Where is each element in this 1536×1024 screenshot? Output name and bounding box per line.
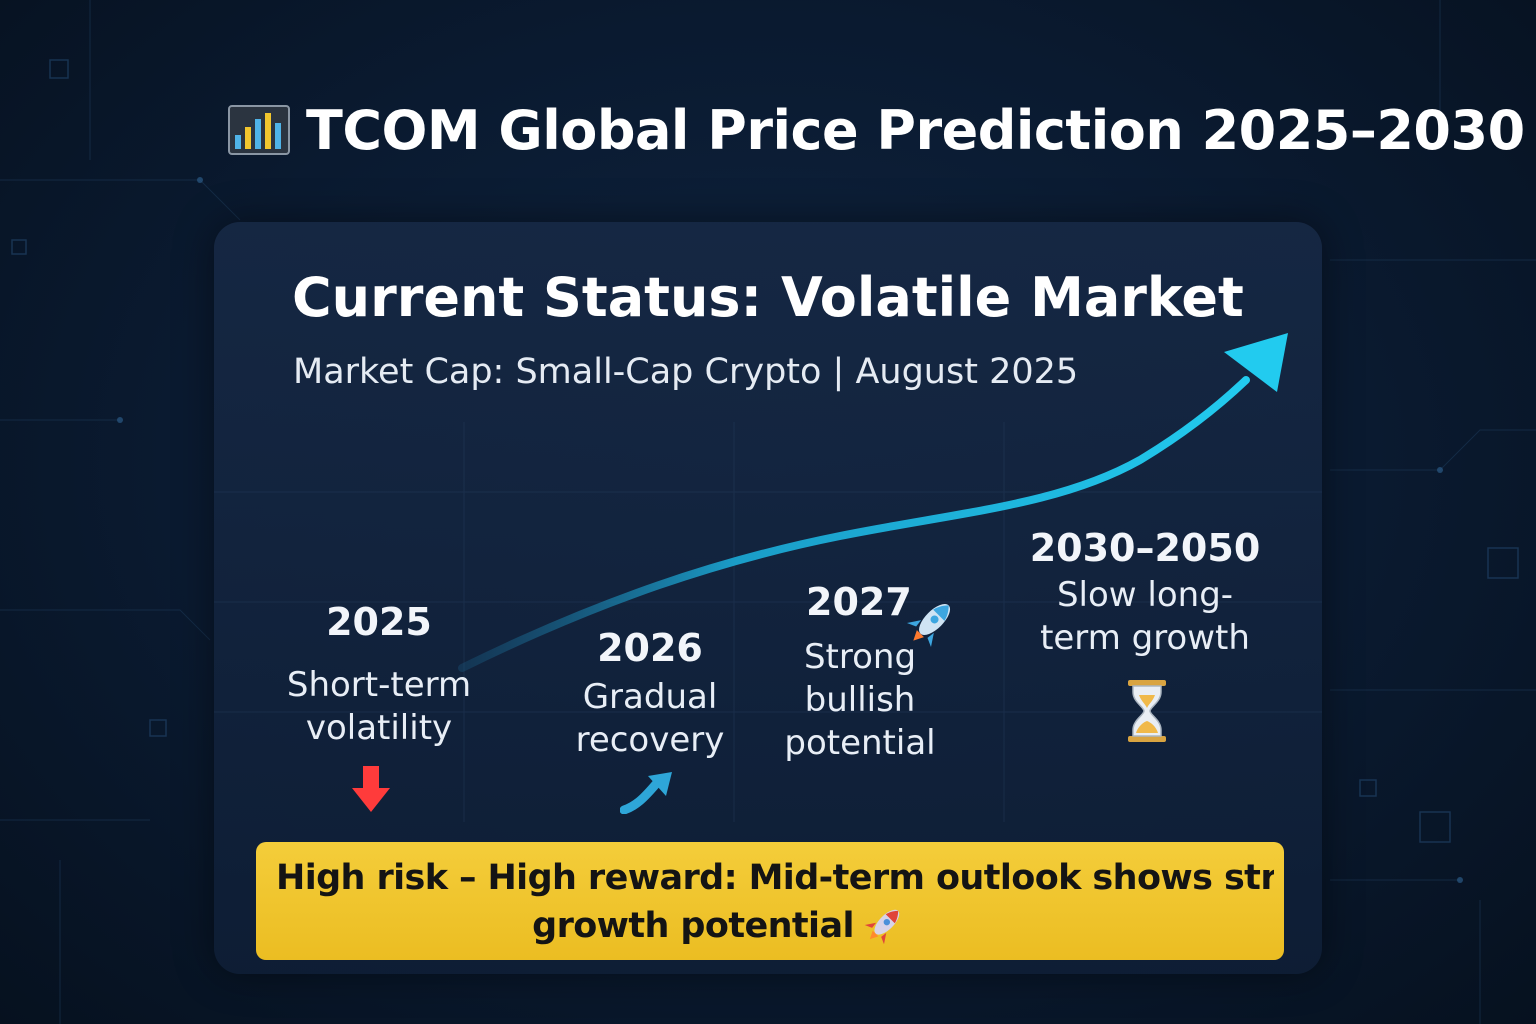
risk-banner: High risk – High reward: Mid-term outloo…	[256, 842, 1284, 960]
stage-description: Short-term volatility	[286, 665, 472, 748]
stage-2026: 2026 Gradual recovery	[560, 626, 740, 762]
stage-description: Strong bullish potential	[784, 637, 936, 763]
page-title: TCOM Global Price Prediction 2025–2030	[306, 98, 1525, 162]
banner-line-2-row: growth potential	[276, 902, 1274, 950]
banner-line-1: High risk – High reward: Mid-term outloo…	[276, 858, 1274, 898]
trend-line-path	[458, 376, 1250, 672]
stage-2027: 2027 Strong bullish potential	[780, 580, 940, 765]
upward-trend-arrow-icon	[620, 772, 672, 814]
stage-year: 2030–2050	[1029, 526, 1261, 570]
status-title: Current Status: Volatile Market	[292, 266, 1244, 329]
hourglass-icon	[1128, 680, 1166, 742]
stage-description: Slow long-term growth	[1040, 575, 1250, 658]
rocket-icon	[906, 603, 951, 648]
stage-year: 2026	[597, 626, 703, 670]
status-subtitle: Market Cap: Small-Cap Crypto | August 20…	[293, 352, 1079, 392]
title-row: TCOM Global Price Prediction 2025–2030	[228, 92, 1525, 168]
stage-2025: 2025 Short-term volatility	[274, 600, 484, 750]
stage-year: 2027	[806, 580, 912, 624]
panel-grid	[214, 422, 1322, 822]
stage-description: Gradual recovery	[575, 677, 725, 760]
bar-chart-icon	[228, 105, 290, 155]
trend-arrow-head	[1224, 333, 1288, 392]
banner-line-2: growth potential	[532, 906, 854, 946]
stage-2030-2050: 2030–2050 Slow long-term growth	[1020, 526, 1270, 660]
stage-year: 2025	[326, 600, 432, 644]
rocket-icon	[864, 909, 900, 945]
red-down-arrow-icon	[352, 766, 390, 812]
